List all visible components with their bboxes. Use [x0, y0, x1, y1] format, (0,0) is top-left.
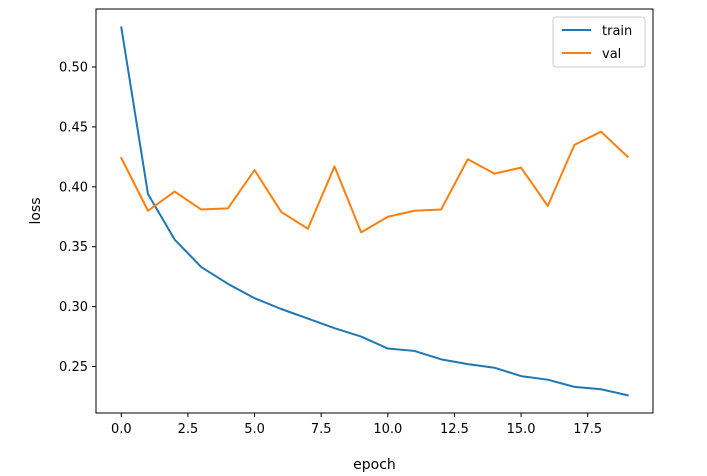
y-axis-label: loss [28, 197, 44, 224]
x-tick-label: 7.5 [311, 422, 332, 437]
plot-area [119, 26, 630, 397]
legend-label-val: val [602, 47, 621, 62]
x-tick-label: 15.0 [507, 422, 536, 437]
x-axis-label: epoch [353, 457, 396, 473]
legend: train val [552, 16, 646, 68]
x-tick-label: 12.5 [440, 422, 469, 437]
x-tick-label: 0.0 [111, 422, 132, 437]
y-tick-label: 0.40 [59, 180, 88, 195]
x-tick-label: 10.0 [373, 422, 402, 437]
y-tick-label: 0.35 [59, 240, 88, 255]
y-axis-ticks: 0.25 0.30 0.35 0.40 0.45 0.50 [59, 60, 96, 375]
y-tick-label: 0.45 [59, 120, 88, 135]
x-tick-label: 17.5 [573, 422, 602, 437]
x-tick-label: 5.0 [244, 422, 265, 437]
y-tick-label: 0.30 [59, 300, 88, 315]
legend-label-train: train [602, 24, 632, 39]
y-tick-label: 0.50 [59, 60, 88, 75]
x-axis-ticks: 0.0 2.5 5.0 7.5 10.0 12.5 15.0 17.5 [111, 413, 602, 437]
y-tick-label: 0.25 [59, 360, 88, 375]
series-line-val [119, 130, 630, 234]
series-line-train [120, 26, 629, 397]
x-tick-label: 2.5 [178, 422, 199, 437]
axes-frame [95, 8, 654, 414]
